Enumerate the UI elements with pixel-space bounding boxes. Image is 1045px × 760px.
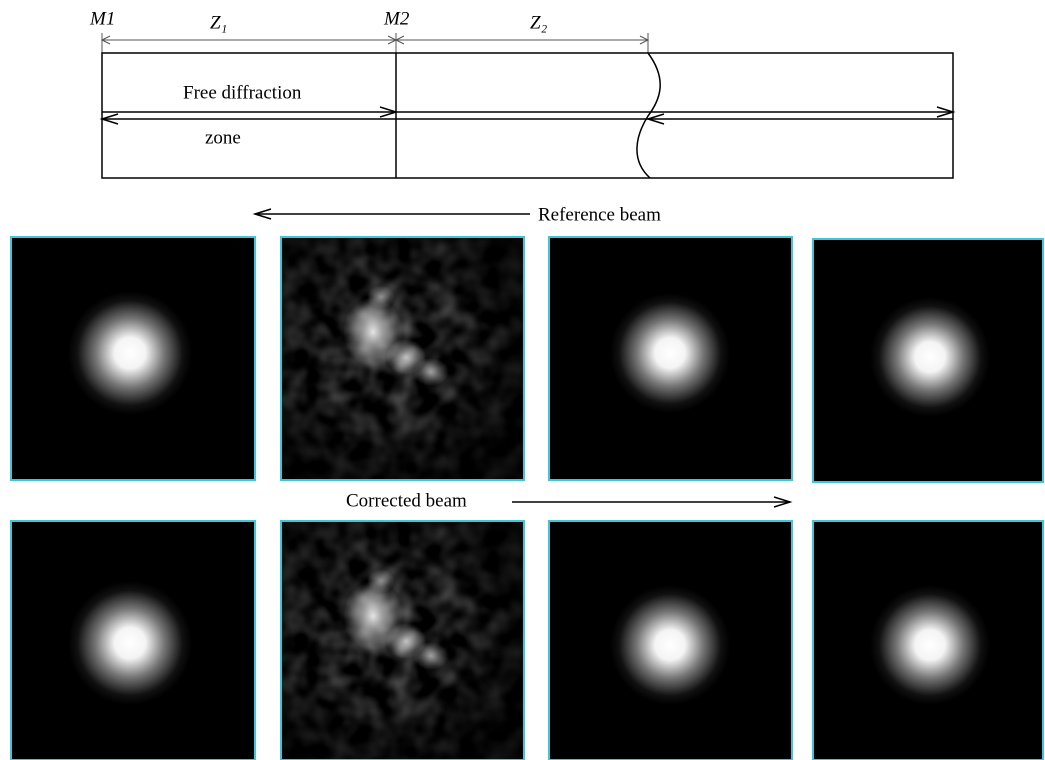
reference-arrow: [255, 209, 530, 219]
z2-label: Z₂: [530, 12, 548, 33]
figure: M1 Z₁ M2 Z₂ Free diffraction zone Refere…: [0, 0, 1045, 760]
zone-box: [102, 53, 953, 178]
zone-text: zone: [205, 127, 241, 148]
m1-label: M1: [89, 8, 115, 29]
corrected-beam-label: Corrected beam: [346, 490, 467, 511]
reference-beam-label: Reference beam: [538, 204, 661, 225]
z1-label: Z₁: [210, 12, 227, 33]
speckle-image: [281, 521, 525, 760]
zone-text: Free diffraction: [183, 82, 302, 103]
m2-label: M2: [383, 8, 410, 29]
dimension-lines: [102, 33, 648, 53]
corrected-arrow: [512, 497, 790, 507]
speckle-image: [281, 237, 525, 481]
